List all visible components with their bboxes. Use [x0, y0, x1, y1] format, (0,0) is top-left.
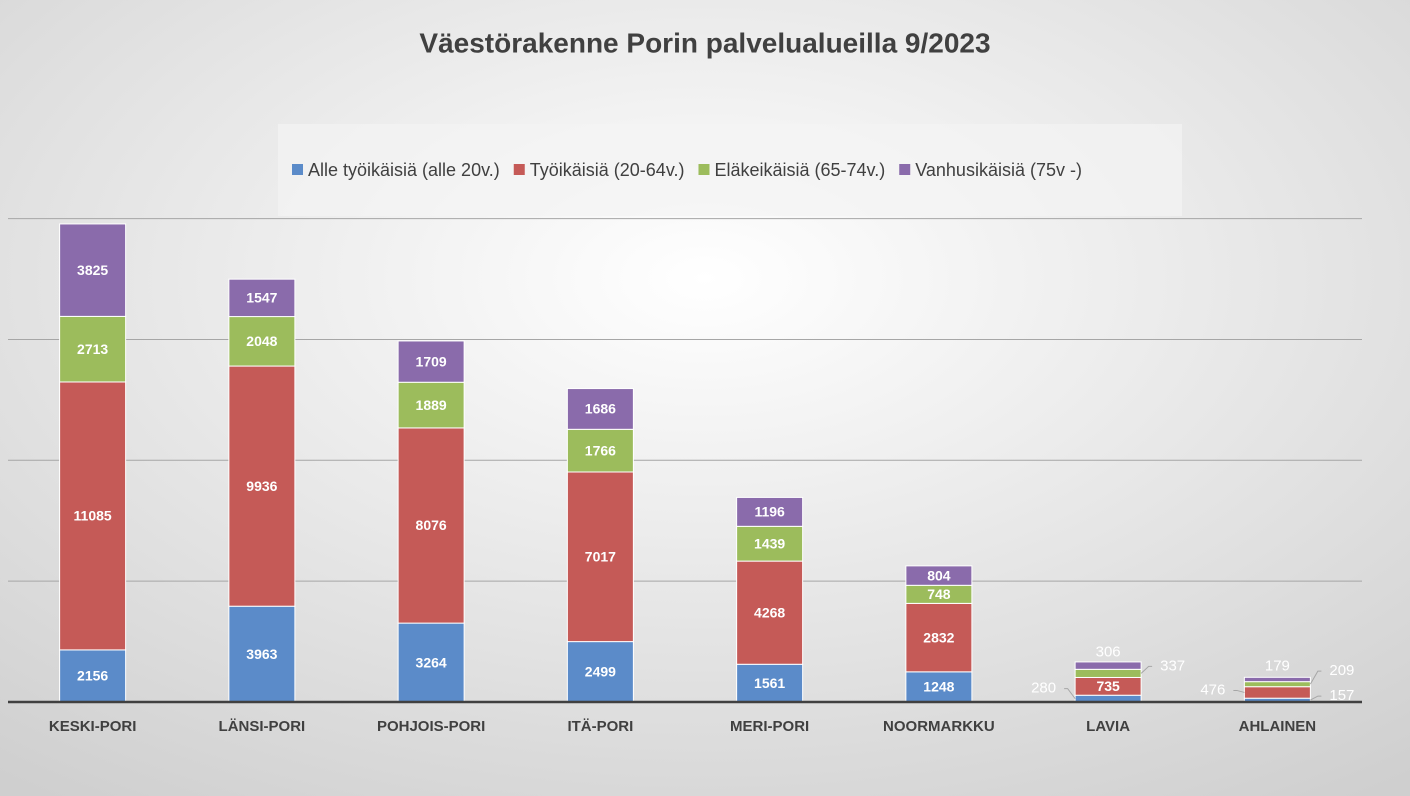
leader-line: [1064, 688, 1076, 699]
x-tick-label: AHLAINEN: [1239, 718, 1317, 735]
bar-segment: [905, 565, 973, 586]
data-label: 3825: [77, 262, 108, 278]
bar-segment: [228, 278, 296, 318]
data-label: 179: [1265, 657, 1290, 674]
data-label: 2832: [923, 629, 954, 645]
bar-segment: [566, 428, 634, 473]
x-tick-label: MERI-PORI: [730, 718, 809, 735]
data-label: 735: [1096, 678, 1120, 694]
x-tick-label: LÄNSI-PORI: [219, 718, 306, 735]
x-tick-label: KESKI-PORI: [49, 718, 137, 735]
legend-box: [278, 124, 1182, 216]
legend: Alle työikäisiä (alle 20v.) Työikäisiä (2…: [292, 160, 1082, 180]
bar-segment: [397, 622, 465, 703]
data-label: 1196: [754, 504, 785, 520]
leader-line: [1233, 689, 1245, 693]
data-label: 804: [927, 567, 951, 583]
data-label: 1889: [416, 397, 447, 413]
bar-segment: [1243, 681, 1311, 688]
bar-segment: [566, 471, 634, 643]
bar-segment: [397, 381, 465, 429]
data-label: 476: [1200, 681, 1225, 698]
data-label: 1686: [585, 401, 616, 417]
legend-label: Eläkeikäisiä (65-74v.): [714, 160, 885, 180]
data-label: 2156: [77, 668, 108, 684]
bar-segment: [1243, 676, 1311, 683]
bar-segment: [59, 223, 127, 317]
x-tick-label: POHJOIS-PORI: [377, 718, 485, 735]
data-label: 3264: [416, 654, 447, 670]
data-label: 2048: [246, 333, 277, 349]
data-label: 209: [1329, 662, 1354, 679]
legend-label: Vanhusikäisiä (75v -): [915, 160, 1082, 180]
data-label: 1547: [246, 290, 277, 306]
legend-swatch: [292, 164, 303, 175]
bar-segment: [228, 605, 296, 703]
bar-segment: [1243, 686, 1311, 699]
legend-swatch: [513, 164, 525, 175]
data-label: 748: [927, 586, 951, 602]
bar-segment: [736, 663, 804, 703]
x-tick-label: LAVIA: [1086, 718, 1130, 735]
bar-segment: [905, 671, 973, 703]
legend-swatch: [899, 164, 911, 175]
data-label: 1439: [754, 535, 785, 551]
data-label: 11085: [74, 508, 112, 524]
data-label: 1766: [585, 442, 616, 458]
bar-segment: [736, 525, 804, 562]
chart-title: Väestörakenne Porin palvelualueilla 9/20…: [419, 27, 990, 58]
data-label: 1709: [416, 353, 447, 369]
bar-segment: [59, 381, 127, 651]
data-label: 337: [1160, 657, 1185, 674]
bar-segment: [736, 496, 804, 527]
data-label: 157: [1329, 687, 1354, 704]
data-label: 1561: [754, 675, 785, 691]
bar-segment: [1074, 661, 1142, 670]
legend-label: Työikäisiä (20-64v.): [530, 160, 685, 180]
x-tick-label: ITÄ-PORI: [567, 718, 633, 735]
data-label: 4268: [754, 604, 785, 620]
bar-segment: [228, 365, 296, 607]
data-label: 7017: [585, 549, 616, 565]
data-label: 3963: [246, 646, 277, 662]
data-label: 2713: [77, 341, 108, 357]
bar-segment: [1074, 668, 1142, 678]
data-label: 280: [1031, 680, 1056, 697]
bar-segment: [566, 641, 634, 703]
leader-line: [1140, 665, 1153, 674]
x-tick-label: NOORMARKKU: [883, 718, 995, 735]
bar-segment: [397, 427, 465, 624]
data-label: 9936: [246, 478, 277, 494]
leader-line: [1309, 670, 1322, 685]
bar-segment: [566, 388, 634, 430]
bar-segment: [59, 315, 127, 383]
leader-line: [1310, 695, 1322, 701]
data-label: 2499: [585, 664, 616, 680]
data-label: 8076: [416, 517, 447, 533]
data-label: 1248: [923, 679, 954, 695]
bar-segment: [397, 340, 465, 383]
data-label: 306: [1096, 644, 1121, 661]
legend-swatch: [698, 164, 710, 175]
legend-label: Alle työikäisiä (alle 20v.): [308, 160, 500, 180]
